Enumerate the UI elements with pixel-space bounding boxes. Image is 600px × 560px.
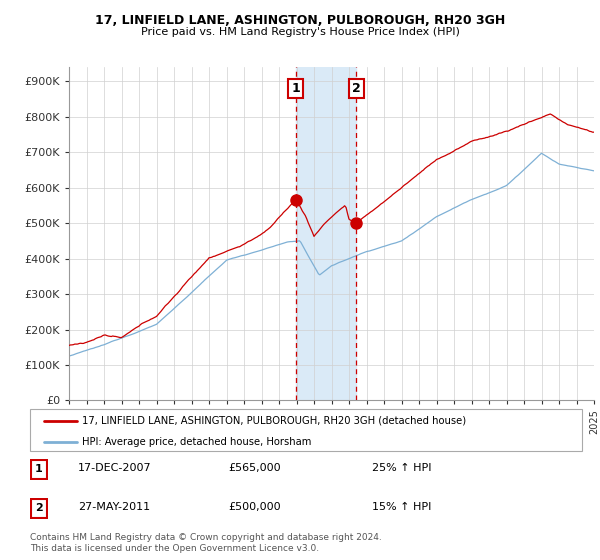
Text: 2: 2 xyxy=(35,503,43,514)
Text: 27-MAY-2011: 27-MAY-2011 xyxy=(78,502,150,512)
FancyBboxPatch shape xyxy=(30,409,582,451)
Text: 1: 1 xyxy=(35,464,43,474)
Text: 17, LINFIELD LANE, ASHINGTON, PULBOROUGH, RH20 3GH: 17, LINFIELD LANE, ASHINGTON, PULBOROUGH… xyxy=(95,14,505,27)
Text: Price paid vs. HM Land Registry's House Price Index (HPI): Price paid vs. HM Land Registry's House … xyxy=(140,27,460,37)
Text: 15% ↑ HPI: 15% ↑ HPI xyxy=(372,502,431,512)
Text: 2: 2 xyxy=(352,82,361,95)
FancyBboxPatch shape xyxy=(31,499,47,518)
Text: Contains HM Land Registry data © Crown copyright and database right 2024.
This d: Contains HM Land Registry data © Crown c… xyxy=(30,533,382,553)
Text: 1: 1 xyxy=(292,82,300,95)
Text: £565,000: £565,000 xyxy=(228,463,281,473)
Text: HPI: Average price, detached house, Horsham: HPI: Average price, detached house, Hors… xyxy=(82,437,312,446)
Text: 17, LINFIELD LANE, ASHINGTON, PULBOROUGH, RH20 3GH (detached house): 17, LINFIELD LANE, ASHINGTON, PULBOROUGH… xyxy=(82,416,467,426)
Bar xyxy=(296,67,356,400)
Text: 17-DEC-2007: 17-DEC-2007 xyxy=(78,463,152,473)
FancyBboxPatch shape xyxy=(31,460,47,479)
Text: £500,000: £500,000 xyxy=(228,502,281,512)
Text: 25% ↑ HPI: 25% ↑ HPI xyxy=(372,463,431,473)
